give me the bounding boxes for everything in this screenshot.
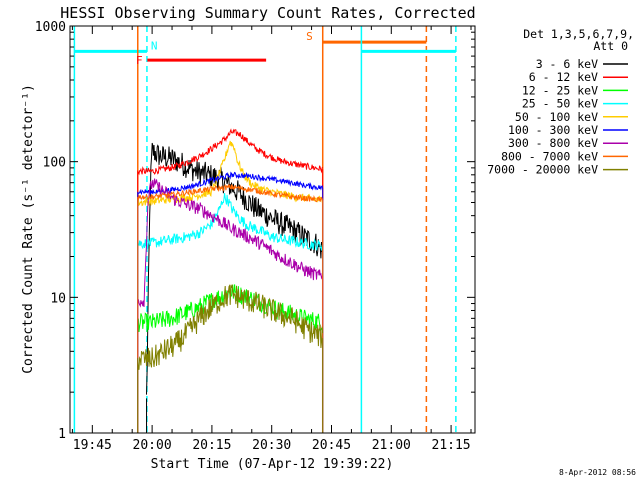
series-layer	[137, 128, 324, 433]
x-tick-label: 20:00	[133, 438, 172, 453]
x-axis-label: Start Time (07-Apr-12 19:39:22)	[151, 457, 394, 472]
plot-frame	[69, 25, 476, 434]
legend-label: 6 - 12 keV	[529, 70, 598, 84]
legend-label: 7000 - 20000 keV	[487, 163, 598, 177]
x-tick-label: 19:45	[73, 438, 112, 453]
series-line	[137, 284, 324, 370]
legend-header-line-1: Det 1,3,5,6,7,9,	[523, 27, 634, 41]
series-line	[137, 140, 324, 207]
x-tick-label: 20:15	[192, 438, 231, 453]
legend-label: 100 - 300 keV	[508, 123, 598, 137]
legend-label: 3 - 6 keV	[536, 57, 598, 71]
x-tick-label: 20:30	[252, 438, 291, 453]
series-line	[137, 128, 324, 176]
legend-label: 12 - 25 keV	[522, 83, 598, 97]
flag-label: N	[151, 39, 158, 52]
y-tick-label: 1	[58, 427, 66, 442]
x-tick-label: 20:45	[312, 438, 351, 453]
axis-layer: 19:45 20:00 20:15 20:30 20:45 21:00 21:15 1 10 10…	[35, 20, 475, 453]
legend-label: 800 - 7000 keV	[501, 149, 598, 163]
series-line	[137, 183, 324, 203]
y-tick-label: 1000	[35, 20, 66, 35]
series-line	[137, 193, 324, 251]
y-axis-label: Corrected Count Rate (s⁻¹ detector⁻¹)	[21, 84, 36, 374]
legend-label: 50 - 100 keV	[515, 110, 598, 124]
y-tick-label: 10	[50, 291, 66, 306]
series-line	[137, 178, 324, 308]
chart-title: HESSI Observing Summary Count Rates, Cor…	[60, 4, 475, 22]
y-tick-label: 100	[43, 156, 66, 171]
x-tick-label: 21:00	[372, 438, 411, 453]
footer-timestamp: 8-Apr-2012 08:56	[559, 468, 636, 477]
flag-label: F	[136, 54, 143, 67]
legend-label: 25 - 50 keV	[522, 97, 598, 111]
x-tick-label: 21:15	[432, 438, 471, 453]
series-line	[137, 171, 324, 196]
legend-label: 300 - 800 keV	[508, 136, 598, 150]
flag-label: S	[306, 30, 313, 43]
legend-header-line-2: Att 0	[593, 39, 628, 53]
